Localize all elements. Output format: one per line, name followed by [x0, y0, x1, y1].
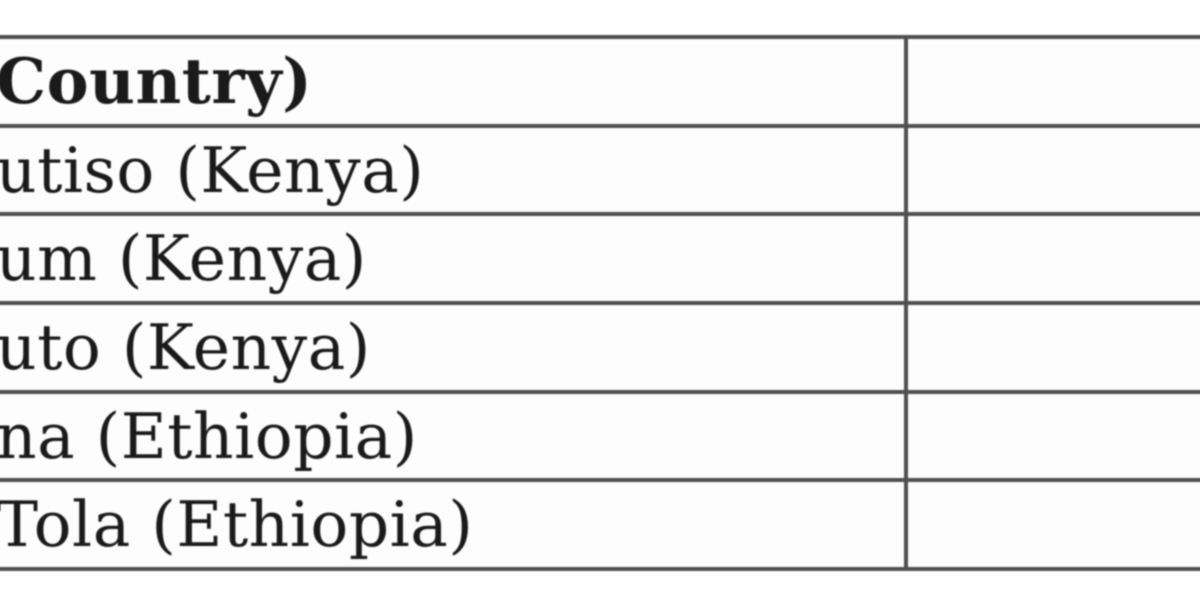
table-row: um (Kenya): [0, 216, 1200, 306]
name-country-cell: um (Kenya): [0, 216, 908, 302]
name-country-cell: Tola (Ethiopia): [0, 482, 908, 568]
value-cell: [908, 128, 1200, 213]
value-cell: [908, 305, 1200, 390]
value-cell: [908, 482, 1200, 567]
table-row: Tola (Ethiopia): [0, 482, 1200, 572]
name-country-cell: utiso (Kenya): [0, 127, 908, 213]
table-row: na (Ethiopia): [0, 393, 1200, 483]
table-row: uto (Kenya): [0, 305, 1200, 394]
value-cell: [908, 394, 1200, 479]
name-country-cell: uto (Kenya): [0, 305, 908, 390]
table-row: utiso (Kenya): [0, 127, 1200, 217]
header-cell-value: [908, 39, 1200, 124]
results-table: Country) utiso (Kenya) um (Kenya) uto (K…: [0, 35, 1200, 572]
header-cell-name-country: Country): [0, 39, 908, 124]
table-header-row: Country): [0, 39, 1200, 128]
name-country-cell: na (Ethiopia): [0, 393, 908, 479]
value-cell: [908, 216, 1200, 301]
